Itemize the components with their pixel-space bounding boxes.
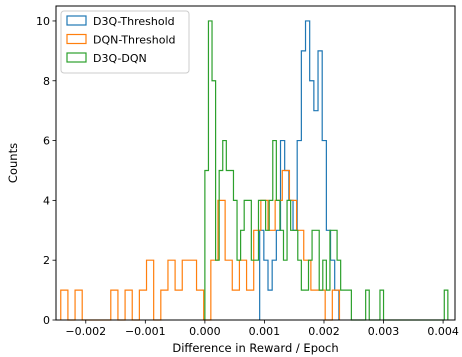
x-tick-label-5: 0.003 (368, 325, 400, 338)
legend-swatch-0 (66, 15, 87, 26)
legend: D3Q-Threshold DQN-Threshold D3Q-DQN (60, 10, 190, 74)
series-0-histogram (259, 20, 340, 320)
x-tick-label-4: 0.002 (308, 325, 340, 338)
x-tick-label-1: −0.001 (125, 325, 166, 338)
legend-label-0: D3Q-Threshold (93, 15, 175, 28)
x-tick-label-2: 0.000 (189, 325, 221, 338)
legend-label-2: D3Q-DQN (93, 52, 147, 65)
y-axis: 0 2 4 6 8 10 (36, 15, 56, 327)
legend-label-1: DQN-Threshold (93, 34, 176, 47)
y-tick-label-3: 6 (43, 135, 50, 148)
y-tick-label-0: 0 (43, 314, 50, 327)
y-tick-label-5: 10 (36, 15, 50, 28)
legend-swatch-1 (66, 33, 87, 45)
x-tick-label-3: 0.001 (249, 325, 281, 338)
x-tick-label-0: −0.002 (65, 325, 106, 338)
legend-swatch-2 (66, 52, 87, 63)
y-tick-label-4: 8 (43, 75, 50, 88)
y-tick-label-2: 4 (43, 194, 50, 207)
y-tick-label-1: 2 (43, 254, 50, 267)
legend-frame (60, 10, 190, 74)
plot-area-frame (55, 5, 456, 321)
x-axis-label: Difference in Reward / Epoch (172, 341, 338, 355)
x-tick-label-6: 0.004 (427, 325, 459, 338)
y-axis-label: Counts (6, 143, 20, 183)
x-axis: −0.002 −0.001 0.000 0.001 0.002 0.003 0.004 (65, 320, 459, 338)
